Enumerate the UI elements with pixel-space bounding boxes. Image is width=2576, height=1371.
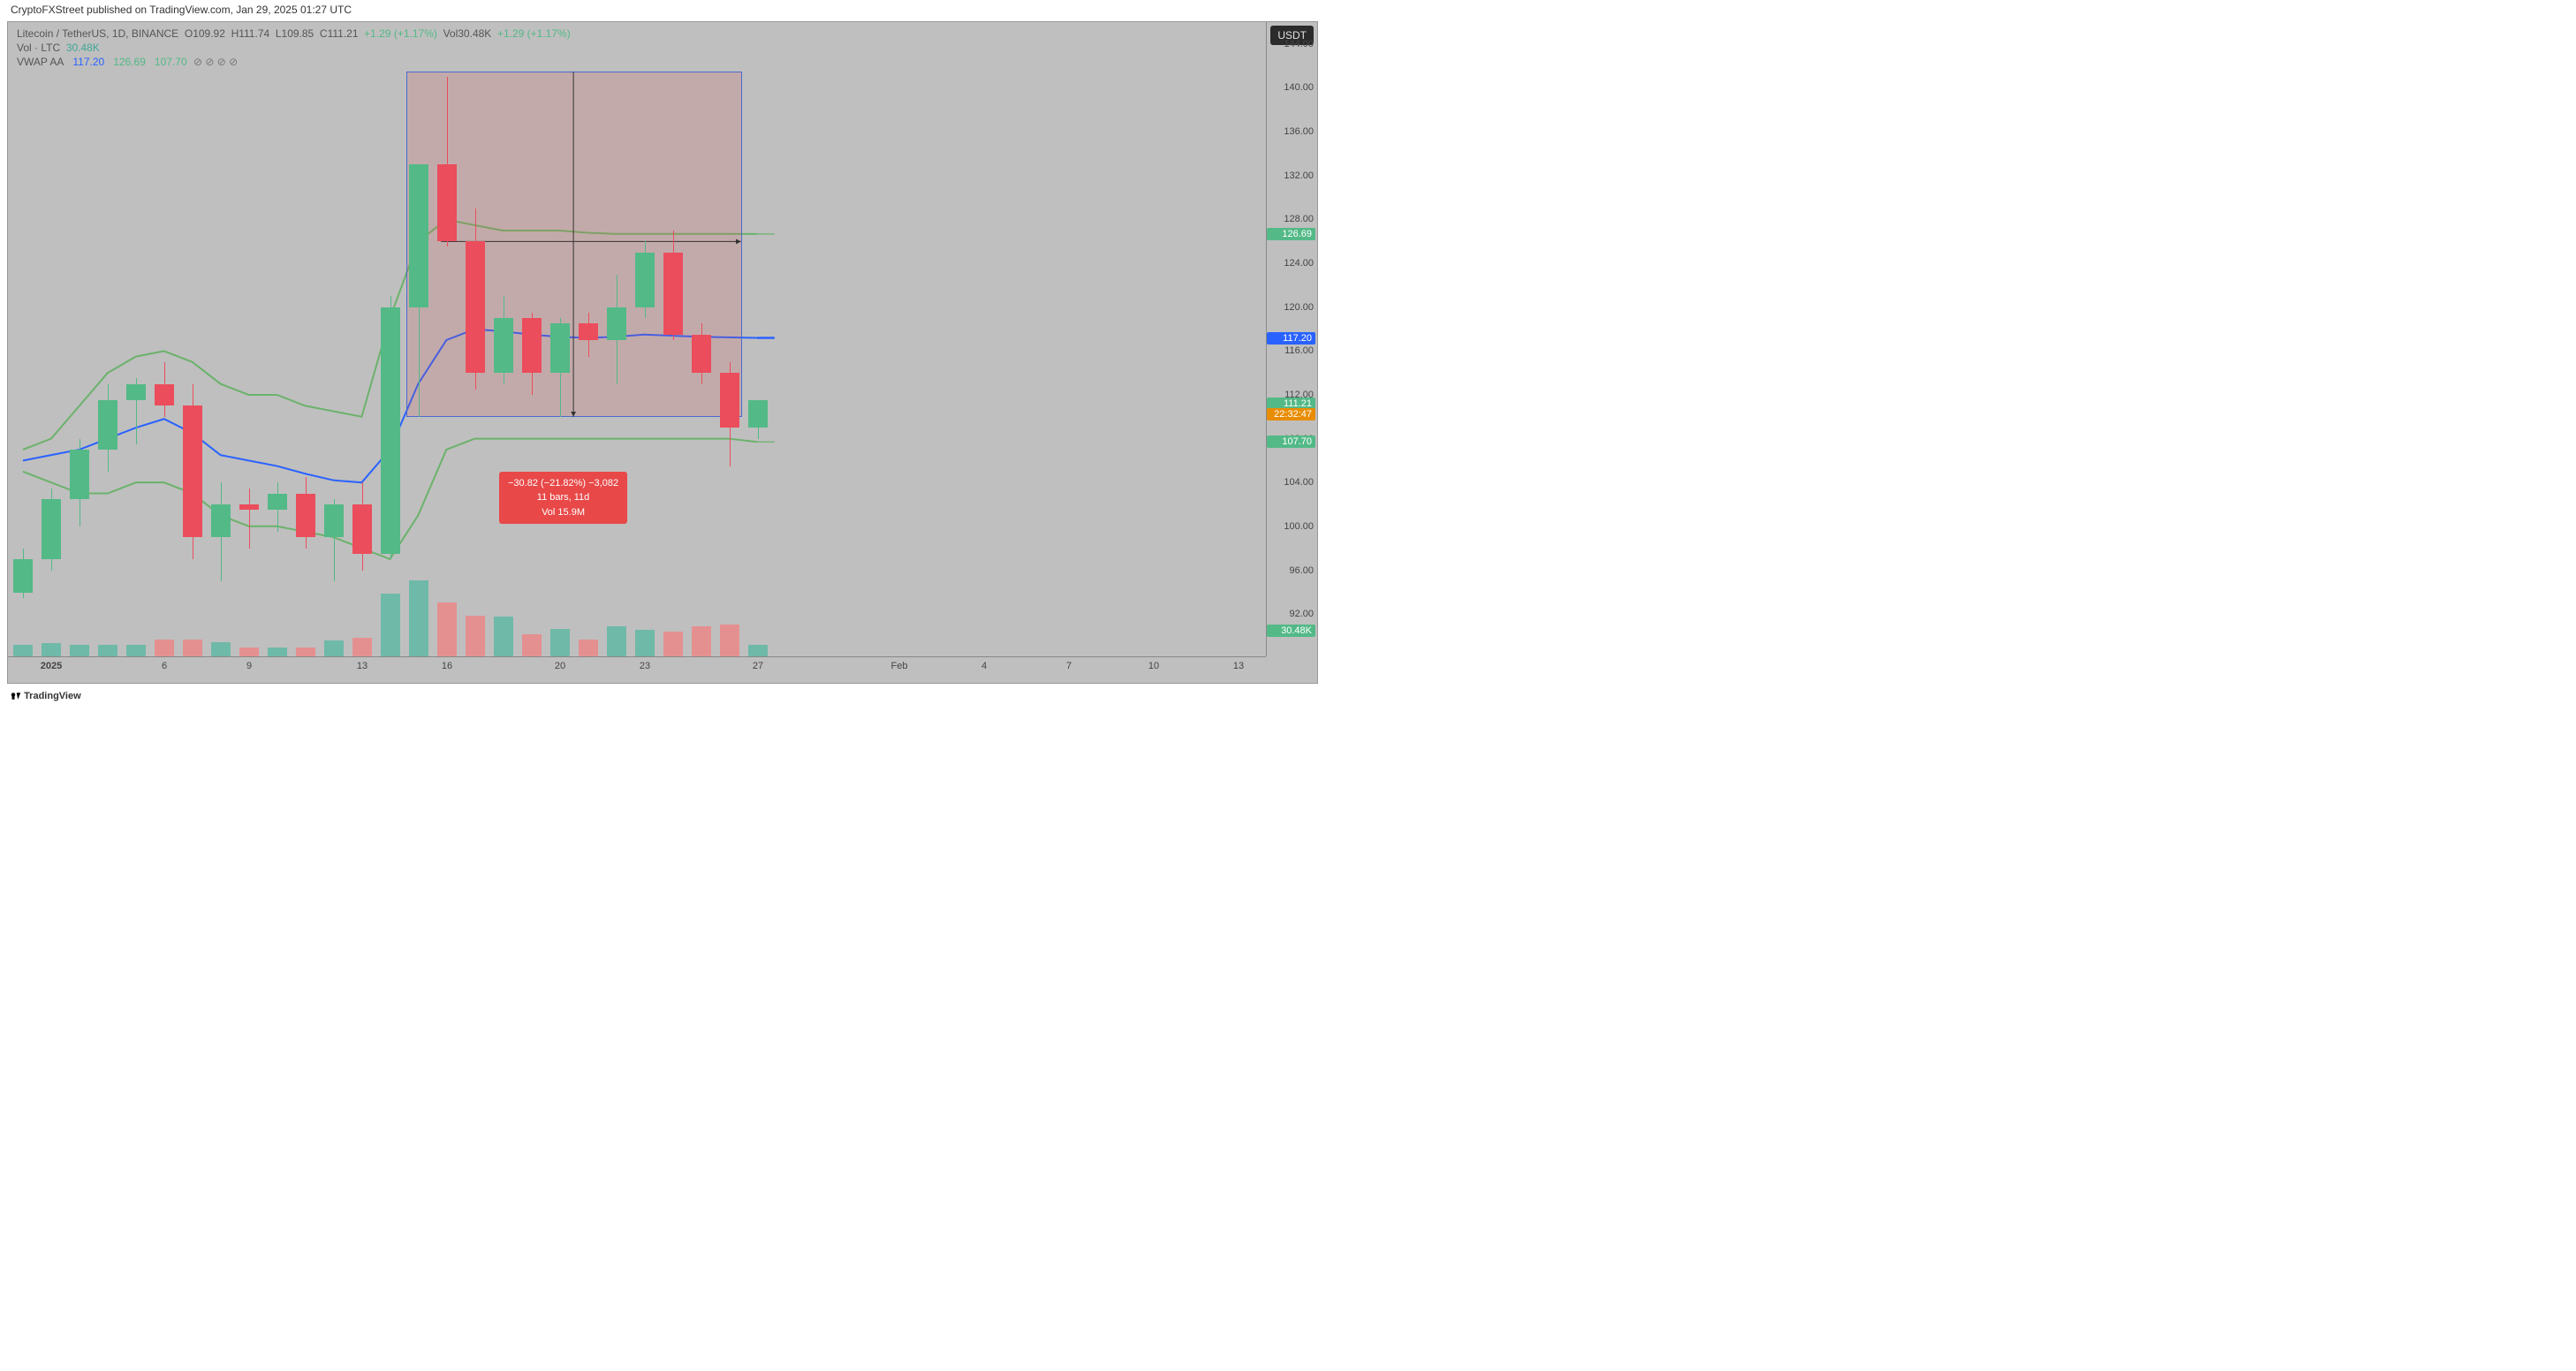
x-tick: 4 bbox=[981, 661, 987, 671]
y-tick: 116.00 bbox=[1284, 345, 1314, 356]
range-label: −30.82 (−21.82%) −3,08211 bars, 11dVol 1… bbox=[499, 472, 627, 525]
price-tag: 22:32:47 bbox=[1267, 408, 1315, 420]
y-tick: 120.00 bbox=[1284, 302, 1314, 313]
price-chart-area[interactable]: −30.82 (−21.82%) −3,08211 bars, 11dVol 1… bbox=[8, 22, 1266, 658]
x-tick: 27 bbox=[753, 661, 763, 671]
y-tick: 144.00 bbox=[1284, 39, 1314, 49]
x-tick: 20 bbox=[555, 661, 565, 671]
attribution-text: CryptoFXStreet published on TradingView.… bbox=[11, 4, 352, 16]
x-axis[interactable]: 2025 6 9 13 16 20 23 27 Feb 4 7 10 13 bbox=[8, 656, 1266, 683]
tv-logo-icon bbox=[11, 691, 21, 701]
x-tick: 13 bbox=[1233, 661, 1244, 671]
x-tick: 9 bbox=[246, 661, 252, 671]
x-tick: 10 bbox=[1148, 661, 1159, 671]
y-tick: 96.00 bbox=[1289, 565, 1314, 576]
x-tick: 6 bbox=[162, 661, 167, 671]
y-tick: 92.00 bbox=[1289, 609, 1314, 619]
x-tick: 7 bbox=[1066, 661, 1072, 671]
y-tick: 136.00 bbox=[1284, 126, 1314, 137]
chart-wrapper: CryptoFXStreet published on TradingView.… bbox=[0, 0, 1325, 705]
y-tick: 100.00 bbox=[1284, 521, 1314, 532]
x-tick: 13 bbox=[357, 661, 367, 671]
y-tick: 124.00 bbox=[1284, 258, 1314, 269]
x-tick: 2025 bbox=[41, 661, 62, 671]
price-tag: 30.48K bbox=[1267, 625, 1315, 637]
x-tick: 23 bbox=[640, 661, 650, 671]
y-tick: 128.00 bbox=[1284, 214, 1314, 224]
x-tick: Feb bbox=[891, 661, 908, 671]
y-tick: 104.00 bbox=[1284, 477, 1314, 488]
chart-container[interactable]: USDT Litecoin / TetherUS, 1D, BINANCE O1… bbox=[7, 21, 1318, 684]
price-tag: 117.20 bbox=[1267, 332, 1315, 345]
y-tick: 140.00 bbox=[1284, 82, 1314, 93]
price-tag: 126.69 bbox=[1267, 228, 1315, 240]
price-tag: 107.70 bbox=[1267, 436, 1315, 448]
footer-brand: TradingView bbox=[11, 691, 81, 701]
y-tick: 132.00 bbox=[1284, 170, 1314, 181]
y-axis[interactable]: 144.00 140.00 136.00 132.00 128.00 124.00 120.… bbox=[1266, 22, 1317, 656]
x-tick: 16 bbox=[442, 661, 452, 671]
